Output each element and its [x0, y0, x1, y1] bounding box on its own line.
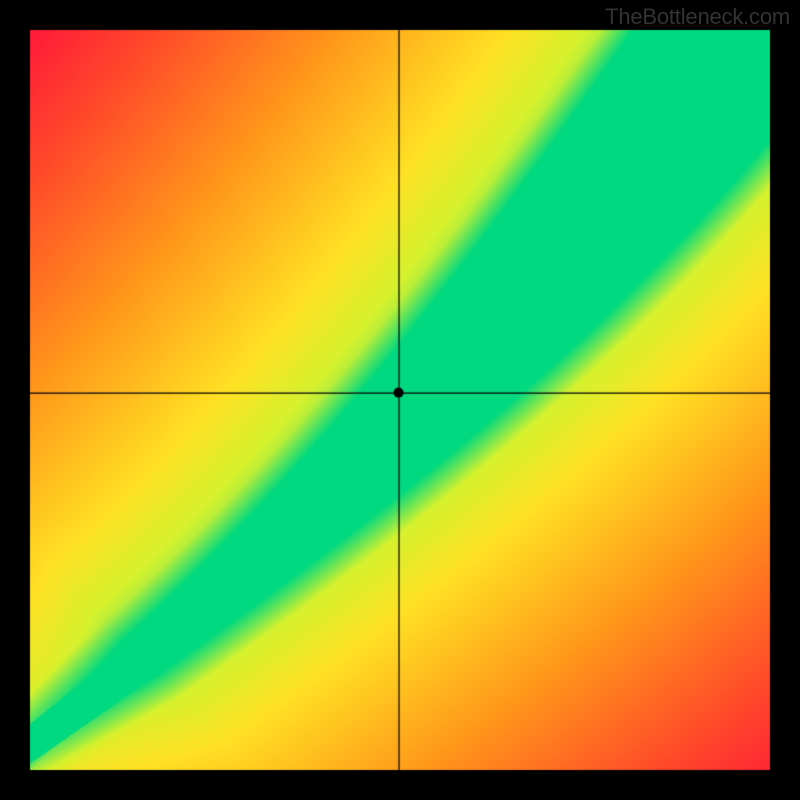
watermark-text: TheBottleneck.com [605, 4, 790, 30]
bottleneck-heatmap [0, 0, 800, 800]
chart-container: TheBottleneck.com [0, 0, 800, 800]
